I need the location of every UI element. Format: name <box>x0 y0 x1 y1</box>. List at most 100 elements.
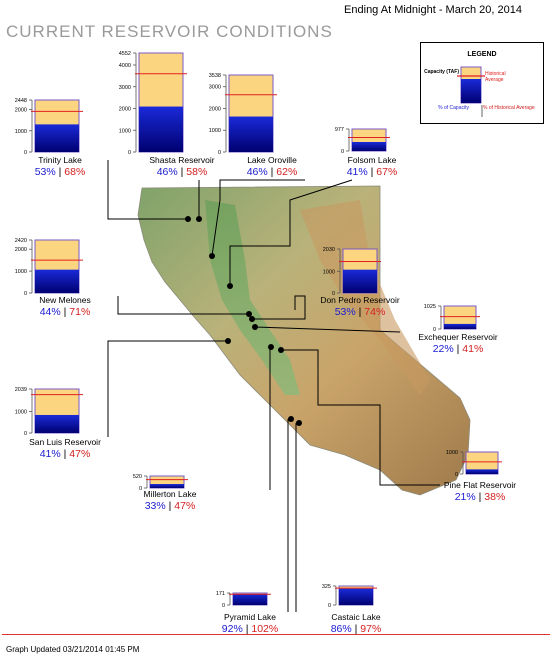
tick-label: 0 <box>222 603 225 609</box>
tick-label: 3000 <box>209 85 221 91</box>
pct-capacity-label: 53% <box>335 306 356 318</box>
storage-bar <box>35 124 79 152</box>
pct-capacity-label: 46% <box>157 166 178 178</box>
location-dot <box>288 416 294 422</box>
tick-label: 1000 <box>323 269 335 275</box>
percent-labels: 53% | 74% <box>335 306 386 318</box>
tick-label: 2030 <box>323 247 335 253</box>
location-dot <box>252 324 258 330</box>
location-dot <box>227 283 233 289</box>
leader-line <box>107 340 228 437</box>
tick-label: 977 <box>335 127 344 133</box>
pct-capacity-label: 53% <box>35 166 56 178</box>
storage-bar <box>466 469 498 474</box>
location-dot <box>278 347 284 353</box>
percent-labels: 92% | 102% <box>222 623 278 635</box>
tick-label: 0 <box>24 150 27 156</box>
leader-line <box>211 179 305 257</box>
tick-label: 2039 <box>15 387 27 393</box>
pct-historical-label: 47% <box>69 448 90 460</box>
legend-pct-capacity-label: % of Capacity <box>438 105 469 111</box>
tick-label: 0 <box>332 291 335 297</box>
pct-separator: | <box>56 166 65 178</box>
pct-capacity-label: 92% <box>222 623 243 635</box>
tick-label: 0 <box>328 603 331 609</box>
reservoir-name: Lake Oroville <box>247 155 297 165</box>
tick-label: 3000 <box>119 85 131 91</box>
pct-capacity-label: 33% <box>145 500 166 512</box>
california-map <box>137 185 471 496</box>
location-dot <box>246 311 252 317</box>
location-dot <box>225 338 231 344</box>
reservoir-name: Don Pedro Reservoir <box>320 295 400 305</box>
pct-capacity-label: 44% <box>40 306 61 318</box>
leader-line <box>281 349 440 486</box>
leader-line <box>107 160 188 220</box>
legend-graphic: LEGEND Capacity (TAF) Historical Average… <box>424 51 535 117</box>
storage-bar <box>339 588 373 605</box>
storage-bar <box>343 269 377 293</box>
percent-labels: 44% | 71% <box>40 306 91 318</box>
location-dot <box>196 216 202 222</box>
tick-label: 0 <box>433 327 436 333</box>
pct-historical-label: 67% <box>376 166 397 178</box>
tick-label: 4000 <box>119 63 131 69</box>
percent-labels: 86% | 97% <box>331 623 382 635</box>
leader-line <box>252 295 306 320</box>
location-dot <box>296 420 302 426</box>
storage-bar <box>352 141 386 151</box>
location-dot <box>268 344 274 350</box>
pct-historical-label: 47% <box>174 500 195 512</box>
pct-historical-label: 58% <box>186 166 207 178</box>
reservoir-name: Shasta Reservoir <box>149 155 214 165</box>
pct-historical-label: 41% <box>462 343 483 355</box>
pct-historical-label: 74% <box>364 306 385 318</box>
percent-labels: 21% | 38% <box>455 491 506 503</box>
tick-label: 3538 <box>209 73 221 79</box>
pct-separator: | <box>166 500 175 512</box>
pct-separator: | <box>61 306 70 318</box>
updated-timestamp: Graph Updated 03/21/2014 01:45 PM <box>6 645 140 654</box>
storage-bar <box>150 484 184 488</box>
legend-title: LEGEND <box>467 51 496 58</box>
pct-capacity-label: 41% <box>40 448 61 460</box>
percent-labels: 46% | 58% <box>157 166 208 178</box>
legend-historical-label: Historical Average <box>485 71 506 83</box>
pct-capacity-label: 22% <box>433 343 454 355</box>
pct-historical-label: 68% <box>64 166 85 178</box>
page-title: CURRENT RESERVOIR CONDITIONS <box>6 22 333 41</box>
tick-label: 1000 <box>446 450 458 456</box>
percent-labels: 46% | 62% <box>247 166 298 178</box>
tick-label: 0 <box>24 291 27 297</box>
legend-capacity-label: Capacity (TAF) <box>424 69 459 75</box>
percent-labels: 33% | 47% <box>145 500 196 512</box>
leader-line <box>229 179 353 286</box>
pct-separator: | <box>243 623 252 635</box>
percent-labels: 22% | 41% <box>433 343 484 355</box>
pct-capacity-label: 21% <box>455 491 476 503</box>
storage-bar <box>444 323 476 329</box>
leader-line <box>117 296 249 315</box>
storage-bar <box>35 269 79 293</box>
reservoir-name: Folsom Lake <box>348 155 397 165</box>
leader-line <box>254 326 401 333</box>
reservoir-name: Castaic Lake <box>331 612 380 622</box>
tick-label: 1000 <box>15 409 27 415</box>
pct-historical-label: 102% <box>251 623 278 635</box>
footer-divider <box>2 634 550 635</box>
pct-separator: | <box>356 306 365 318</box>
pct-historical-label: 97% <box>360 623 381 635</box>
tick-label: 1000 <box>209 128 221 134</box>
pct-separator: | <box>352 623 361 635</box>
tick-label: 2000 <box>209 106 221 112</box>
legend-box: LEGEND Capacity (TAF) Historical Average… <box>420 42 544 124</box>
